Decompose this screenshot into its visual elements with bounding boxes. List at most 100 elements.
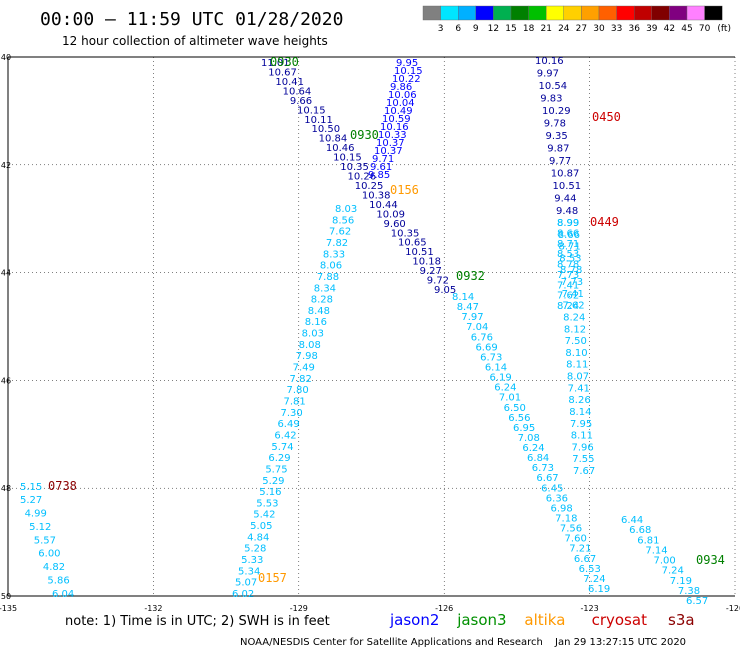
wave-height-label: 7.04 (466, 322, 488, 333)
scale-unit-label: (ft) (717, 24, 731, 34)
y-tick-label: 40 (1, 53, 11, 62)
wave-height-label: 6.98 (550, 503, 572, 514)
wave-height-label: 6.69 (475, 342, 497, 353)
scale-tick-label: 15 (505, 24, 516, 34)
wave-height-label: 9.61 (370, 162, 392, 173)
wave-height-label: 10.09 (376, 209, 405, 220)
scale-tick-label: 33 (611, 24, 622, 34)
scale-tick-label: 42 (664, 24, 675, 34)
legend-jason3: jason3 (456, 611, 506, 629)
wave-height-label: 7.14 (645, 545, 667, 556)
pass-time-label: 0932 (456, 269, 485, 283)
wave-height-label: 6.67 (574, 554, 596, 565)
wave-height-label: 10.84 (319, 134, 348, 145)
wave-height-label: 8.56 (332, 215, 354, 226)
wave-height-label: 9.83 (540, 94, 562, 105)
wave-height-label: 7.60 (565, 534, 587, 545)
wave-height-label: 6.84 (527, 453, 549, 464)
pass-time-label: 0738 (48, 479, 77, 493)
wave-height-label: 8.78 (560, 265, 582, 276)
scale-tick-label: 9 (473, 24, 479, 34)
wave-height-label: 7.97 (461, 312, 483, 323)
wave-height-label: 6.53 (579, 564, 601, 575)
wave-height-label: 6.04 (52, 589, 74, 600)
wave-height-label: 8.03 (302, 329, 324, 340)
wave-height-label: 7.38 (678, 586, 700, 597)
wave-height-label: 10.37 (374, 146, 403, 157)
wave-height-label: 10.67 (268, 67, 297, 78)
wave-height-label: 8.16 (305, 317, 327, 328)
track-s3a: 5.15 0738 (20, 479, 77, 493)
scale-tick-label: 3 (438, 24, 444, 34)
wave-height-label: 10.51 (553, 181, 582, 192)
scale-tick-label: 24 (558, 24, 570, 34)
footer-credit: NOAA/NESDIS Center for Satellite Applica… (240, 637, 543, 648)
wave-height-label: 7.30 (280, 408, 302, 419)
wave-height-label: 10.16 (535, 56, 564, 67)
scale-tick-label: 27 (576, 24, 587, 34)
wave-height-label: 9.66 (290, 96, 312, 107)
wave-height-label: 6.45 (541, 483, 563, 494)
wave-height-label: 5.33 (241, 555, 263, 566)
wave-height-label: 6.24 (494, 383, 516, 394)
legend-altika: altika (524, 611, 565, 629)
pass-time-label: 0930 (350, 128, 379, 142)
x-tick-label: -123 (581, 604, 599, 613)
wave-height-label: 8.10 (565, 348, 587, 359)
wave-height-label: 7.81 (284, 397, 306, 408)
scale-swatch (510, 5, 529, 21)
wave-height-label: 10.41 (275, 77, 304, 88)
wave-height-label: 6.68 (629, 525, 651, 536)
wave-height-label: 7.95 (570, 419, 592, 430)
wave-height-label: 9.97 (537, 69, 559, 80)
wave-height-label: 7.80 (287, 385, 309, 396)
wave-height-label: 8.11 (571, 431, 593, 442)
wave-height-label: 8.66 (558, 230, 580, 241)
wave-height-label: 8.34 (314, 283, 336, 294)
scale-tick-label: 6 (455, 24, 461, 34)
wave-height-label: 4.84 (247, 532, 269, 543)
chart-subtitle: 12 hour collection of altimeter wave hei… (62, 34, 328, 48)
wave-height-label: 6.73 (532, 463, 554, 474)
scale-tick-label: 45 (681, 24, 692, 34)
y-tick-label: 44 (1, 269, 11, 278)
footer-timestamp: Jan 29 13:27:15 UTC 2020 (554, 637, 686, 648)
wave-height-label: 5.86 (47, 576, 69, 587)
wave-height-label: 10.51 (405, 247, 434, 258)
wave-height-label: 10.46 (326, 143, 355, 154)
y-tick-label: 50 (1, 592, 11, 601)
scale-swatch (563, 5, 582, 21)
pass-time-label: 0449 (590, 215, 619, 229)
wave-height-label: 8.24 (563, 312, 585, 323)
wave-height-label: 9.44 (554, 194, 576, 205)
wave-height-label: 11.01 (261, 58, 290, 69)
wave-height-label: 6.19 (490, 373, 512, 384)
wave-height-label: 6.81 (637, 535, 659, 546)
wave-height-label: 7.19 (670, 576, 692, 587)
wave-height-label: 7.08 (518, 433, 540, 444)
wave-height-label: 8.14 (452, 292, 474, 303)
wave-height-label: 10.65 (398, 238, 427, 249)
wave-height-label: 6.19 (588, 584, 610, 595)
wave-height-label: 9.85 (368, 170, 390, 181)
x-tick-label: -135 (0, 604, 17, 613)
wave-height-label: 9.35 (546, 131, 568, 142)
wave-height-label: 6.44 (621, 515, 643, 526)
wave-height-label: 7.98 (296, 351, 318, 362)
wave-height-label: 4.82 (43, 562, 65, 573)
wave-height-label: 5.28 (244, 544, 266, 555)
footer-note: note: 1) Time is in UTC; 2) SWH is in fe… (65, 614, 330, 629)
wave-height-label: 8.24 (557, 301, 579, 312)
wave-height-label: 5.74 (271, 442, 293, 453)
wave-height-label: 6.24 (522, 443, 544, 454)
wave-height-label: 7.00 (654, 556, 676, 567)
wave-height-label: 5.29 (262, 476, 284, 487)
wave-height-label: 10.35 (340, 162, 369, 173)
wave-height-label: 10.15 (297, 105, 326, 116)
wave-height-label: 5.12 (29, 522, 51, 533)
y-tick-label: 46 (1, 376, 11, 385)
wave-height-label: 9.95 (396, 58, 418, 69)
wave-height-label: 7.82 (290, 374, 312, 385)
wave-height-label: 10.04 (386, 98, 415, 109)
